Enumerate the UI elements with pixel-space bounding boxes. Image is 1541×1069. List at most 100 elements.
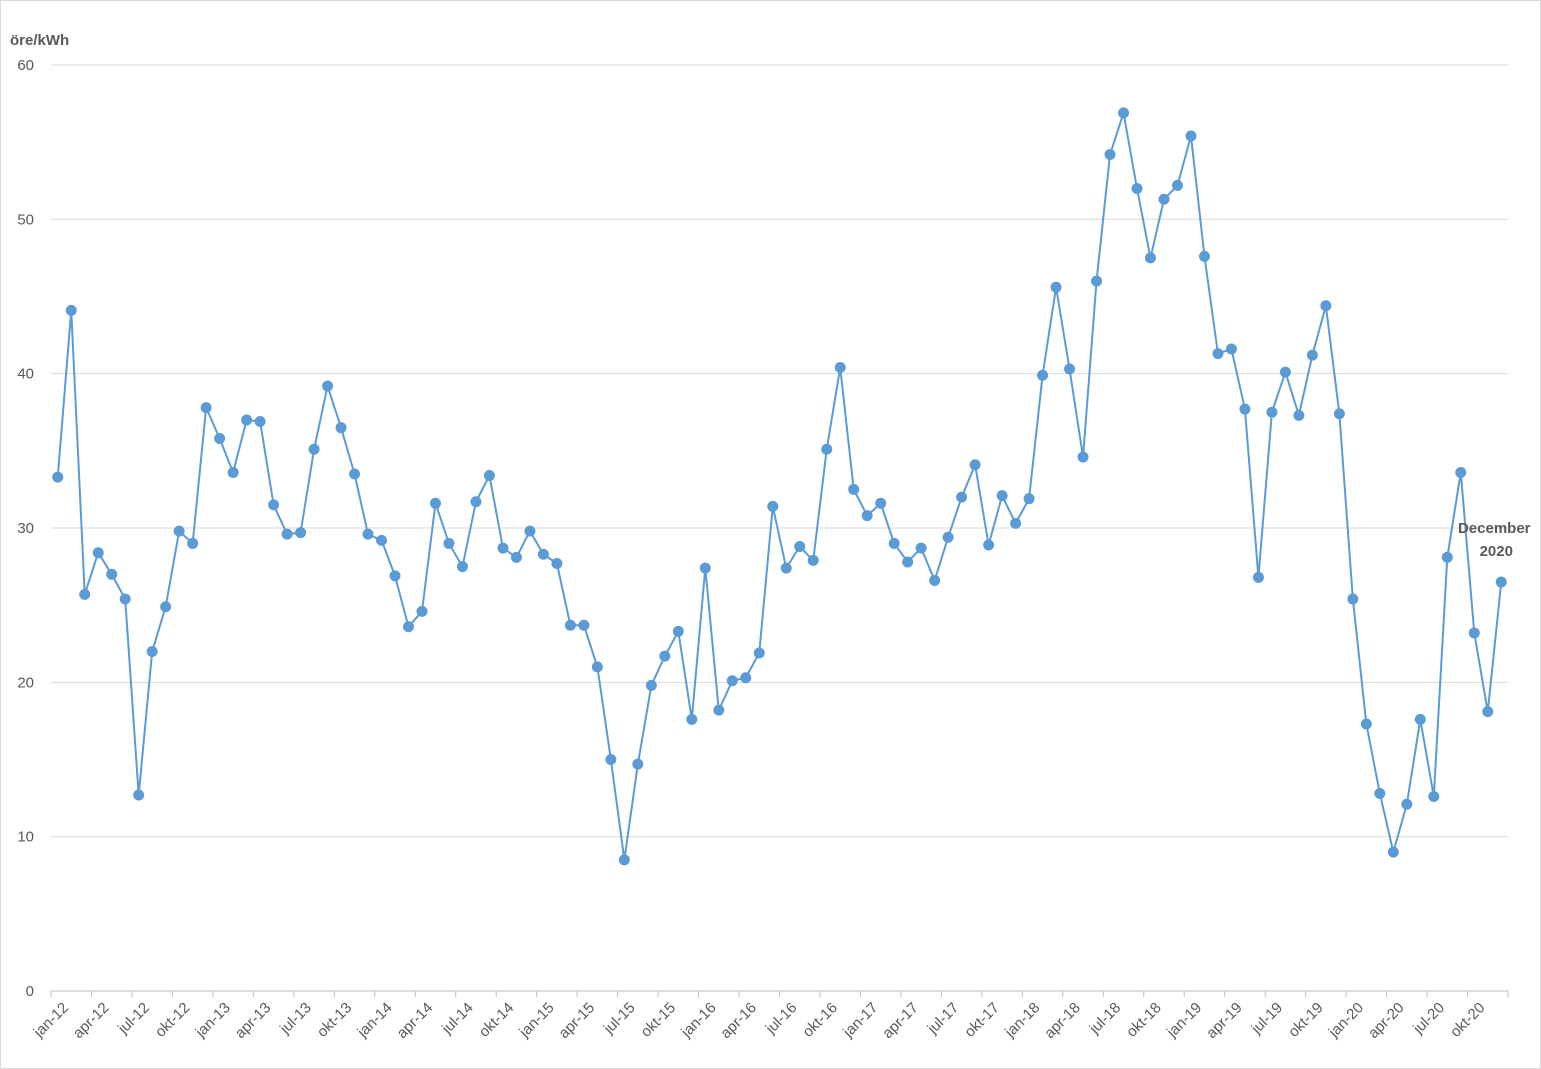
y-tick-label-0: 0 [26,983,34,1000]
data-point [92,547,104,559]
x-tick-label-apr-18: apr-18 [1041,999,1084,1042]
x-tick-label-jul-14: jul-14 [438,999,477,1038]
data-point [1050,281,1062,293]
data-point [1212,348,1224,360]
data-point [1279,366,1291,378]
data-point [349,468,361,480]
data-point [821,443,833,455]
data-point [591,661,603,673]
data-point [295,527,307,539]
x-tick-label-okt-13: okt-13 [314,999,356,1041]
data-point [227,466,239,478]
x-tick-label-jan-13: jan-13 [192,999,234,1041]
data-point [902,556,914,568]
data-point [1118,107,1130,119]
data-point [308,443,320,455]
data-point [1495,576,1507,588]
x-tick-label-jan-16: jan-16 [677,999,719,1041]
data-point [672,625,684,637]
data-point [362,528,374,540]
x-tick-label-jan-17: jan-17 [839,999,881,1041]
x-tick-label-apr-20: apr-20 [1365,999,1408,1042]
data-point [133,789,145,801]
x-tick-label-apr-19: apr-19 [1203,999,1246,1042]
data-point [956,491,968,503]
x-tick-label-jan-12: jan-12 [30,999,72,1041]
x-tick-label-apr-17: apr-17 [879,999,922,1042]
y-tick-label-40: 40 [17,366,34,383]
data-point [254,416,266,428]
x-tick-label-jul-12: jul-12 [114,999,153,1038]
data-point [861,510,873,522]
data-point [187,537,199,549]
data-points [52,107,1507,866]
data-point [618,854,630,866]
data-point [1091,275,1103,287]
data-point [1104,149,1116,161]
data-point [740,672,752,684]
data-point [551,557,563,569]
data-point [1252,571,1264,583]
x-tick-label-jan-19: jan-19 [1163,999,1205,1041]
data-point [753,647,765,659]
data-point [470,496,482,508]
data-point [1414,713,1426,725]
data-point [632,758,644,770]
x-tick-label-jul-17: jul-17 [924,999,963,1038]
series-polyline [56,111,1503,861]
data-point [510,551,522,563]
data-point [969,459,981,471]
data-point [875,497,887,509]
x-tick-label-okt-14: okt-14 [476,999,518,1041]
data-point [65,304,77,316]
data-point [403,621,415,633]
y-tick-label-50: 50 [17,211,34,228]
data-point [659,650,671,662]
x-tick-label-okt-12: okt-12 [152,999,194,1041]
data-point [214,432,226,444]
data-point [456,561,468,573]
data-point [1401,798,1413,810]
x-tick-label-jul-19: jul-19 [1247,999,1286,1038]
data-point [929,574,941,586]
data-point [146,645,158,657]
data-point [699,562,711,574]
y-tick-label-60: 60 [17,57,34,74]
data-point [1023,493,1035,505]
data-point [942,531,954,543]
data-point [281,528,293,540]
data-point [915,542,927,554]
annotation-december-2020: December 2020 [1458,520,1531,560]
y-tick-label-10: 10 [17,829,34,846]
data-point [268,499,280,511]
x-tick-label-okt-20: okt-20 [1447,999,1489,1041]
data-point [1320,300,1332,312]
data-point [564,619,576,631]
data-point [106,568,118,580]
data-point [713,704,725,716]
data-point [335,422,347,434]
x-tick-label-okt-16: okt-16 [799,999,841,1041]
data-point [52,471,64,483]
data-point [780,562,792,574]
x-tick-label-apr-14: apr-14 [394,999,437,1042]
data-point [1455,466,1467,478]
x-tick-label-okt-19: okt-19 [1285,999,1327,1041]
x-tick-label-jan-20: jan-20 [1325,999,1367,1041]
data-point [1306,349,1318,361]
x-tick-label-jul-16: jul-16 [762,999,801,1038]
data-point [605,754,617,765]
data-point [1387,846,1399,858]
data-point [119,593,131,605]
data-point [1374,787,1386,799]
data-point [1131,182,1143,194]
data-point [578,619,590,631]
data-point [537,548,549,560]
data-point [241,414,253,426]
data-point [726,675,738,687]
data-point [686,713,698,725]
data-point [1468,627,1480,639]
data-point [1266,406,1278,418]
y-axis-unit-label: öre/kWh [10,32,69,49]
data-point [1077,451,1089,463]
